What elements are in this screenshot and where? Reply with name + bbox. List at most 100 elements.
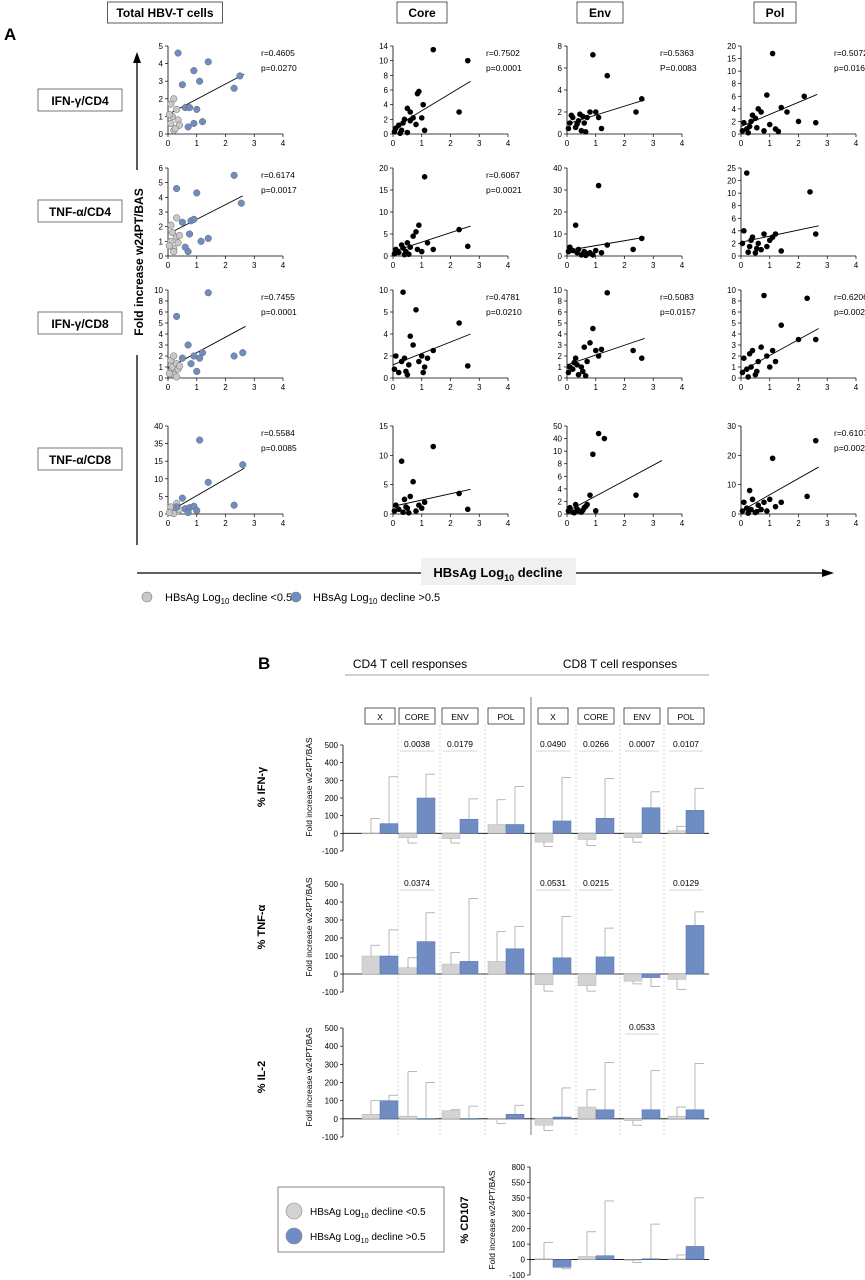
y-tick-label: 2 [384,115,389,124]
y-tick-label: 20 [727,451,736,460]
data-point [456,320,462,326]
data-point [758,246,764,253]
y-tick-label: 500 [325,880,339,889]
stat-annotation: r=0.4605 [261,48,295,58]
group-header: CD8 T cell responses [563,657,677,671]
data-point [739,369,746,376]
y-tick-label: 6 [384,86,389,95]
legend-a: HBsAg Log10 decline <0.5 HBsAg Log10 decl… [141,591,440,606]
bar [685,925,705,975]
data-point [196,436,204,444]
data-point [748,364,754,370]
y-tick-label: 100 [325,812,339,821]
y-tick-label: -100 [322,847,339,856]
data-point [761,128,767,134]
antigen-header-label: X [377,712,383,722]
bar [416,797,436,834]
data-point [184,509,192,517]
y-tick-label: 5 [159,42,164,51]
x-tick-label: 3 [825,261,830,270]
stat-annotation: p=0.0001 [486,63,522,73]
y-tick-label: 2 [558,352,563,361]
y-tick-label: 2 [159,352,164,361]
p-value-label: 0.0038 [404,739,430,749]
data-point [178,81,186,89]
data-point [173,503,181,511]
x-tick-label: 0 [739,261,744,270]
y-tick-label: 0 [159,510,164,519]
legend-b: HBsAg Log10 decline <0.5 HBsAg Log10 decl… [277,1186,445,1253]
data-point [430,246,437,253]
x-tick-label: 3 [825,139,830,148]
y-tick-label: 3 [159,77,164,86]
data-point [186,230,194,238]
legend-box [277,1186,445,1253]
data-point [812,231,819,237]
data-point [421,174,428,180]
antigen-header-label: CORE [405,712,430,722]
bar-y-axis-label: Fold increase w24PT/BAS [304,877,314,977]
data-point [186,104,194,112]
x-tick-label: 0 [391,261,396,270]
y-tick-label: 300 [512,1209,526,1218]
bar [487,824,507,834]
data-point [741,228,747,234]
data-point [193,189,201,197]
data-point [420,369,426,376]
bar [487,1118,507,1120]
bar [595,1255,615,1260]
data-point [173,184,181,193]
data-point [174,239,182,247]
data-point [418,248,425,255]
antigen-header-label: ENV [451,712,469,722]
data-point [590,325,596,332]
data-point [416,358,422,365]
x-tick-label: 3 [825,383,830,392]
data-point [749,347,756,354]
bar [398,833,418,838]
data-point [237,199,245,207]
data-point [170,248,178,256]
data-point [190,119,198,127]
data-point [401,355,408,362]
legend-marker [285,1227,303,1245]
y-tick-label: 0 [384,510,389,519]
x-tick-label: 3 [651,519,656,528]
x-tick-label: 0 [391,139,396,148]
x-tick-label: 3 [477,383,482,392]
stat-annotation: r=0.5363 [660,48,694,58]
y-tick-label: 0 [732,510,737,519]
antigen-header-box [441,707,479,725]
bar [534,973,554,986]
data-point [581,120,588,126]
x-tick-label: 3 [252,519,257,528]
bar [441,963,461,975]
y-tick-label: 3 [159,341,164,350]
data-point [416,88,422,95]
data-point [749,496,756,503]
bar [534,1118,554,1126]
y-tick-label: 5 [159,492,164,501]
y-tick-label: 10 [553,286,562,295]
data-point [571,509,577,516]
y-tick-label: 400 [325,759,339,768]
x-tick-label: 2 [796,383,801,392]
stat-annotation: p=0.0157 [660,307,696,317]
data-point [758,109,764,115]
data-point [569,366,576,373]
y-tick-label: 4 [384,101,389,110]
x-tick-label: 3 [252,261,257,270]
y-tick-label: 4 [159,330,164,339]
data-point [812,336,819,343]
data-point [592,347,599,354]
data-point [801,93,808,100]
regression-line [167,325,246,369]
stat-annotation: r=0.7502 [486,48,520,58]
data-point [604,289,611,296]
x-tick-label: 0 [739,139,744,148]
data-point [165,111,173,119]
data-point [204,478,212,486]
antigen-header-box [398,707,436,725]
data-point [404,129,411,136]
